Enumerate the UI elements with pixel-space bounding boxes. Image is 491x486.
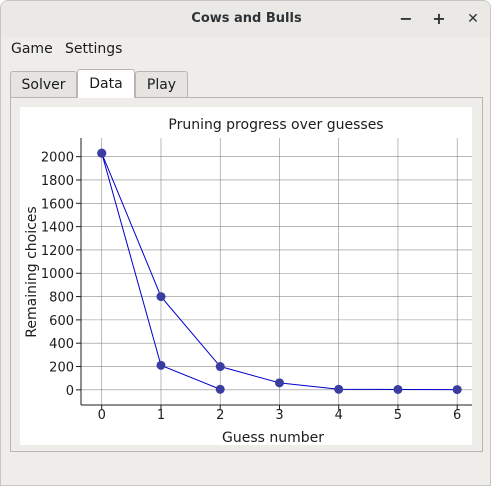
x-tick-label: 2 xyxy=(216,408,224,423)
menu-bar: Game Settings xyxy=(1,37,490,61)
x-axis-title: Guess number xyxy=(222,430,324,446)
y-tick-label: 1200 xyxy=(41,244,74,259)
tab-solver[interactable]: Solver xyxy=(10,71,77,97)
y-tick-label: 1800 xyxy=(41,174,74,189)
y-tick-label: 400 xyxy=(49,337,74,352)
data-point xyxy=(452,385,462,395)
data-point xyxy=(156,360,166,370)
y-axis-title: Remaining choices xyxy=(24,206,40,337)
y-tick-label: 1400 xyxy=(41,221,74,236)
y-tick-label: 1600 xyxy=(41,197,74,212)
data-point xyxy=(215,384,225,394)
x-tick-label: 0 xyxy=(98,408,106,423)
data-point xyxy=(215,362,225,372)
x-tick-label: 1 xyxy=(157,408,165,423)
y-tick-label: 200 xyxy=(49,361,74,376)
menu-settings[interactable]: Settings xyxy=(65,41,123,57)
chart-grid xyxy=(81,138,472,405)
title-bar[interactable]: Cows and Bulls − + ✕ xyxy=(1,1,490,37)
data-point xyxy=(156,292,166,302)
y-tick-label: 1000 xyxy=(41,267,74,282)
minimize-icon[interactable]: − xyxy=(399,9,413,28)
chart-title: Pruning progress over guesses xyxy=(168,117,383,133)
data-point xyxy=(97,148,107,158)
x-tick-label: 4 xyxy=(335,408,343,423)
tab-play[interactable]: Play xyxy=(135,71,188,97)
x-tick-label: 3 xyxy=(275,408,283,423)
y-tick-label: 2000 xyxy=(41,151,74,166)
close-icon[interactable]: ✕ xyxy=(467,11,479,27)
menu-game[interactable]: Game xyxy=(11,41,53,57)
maximize-icon[interactable]: + xyxy=(432,9,446,28)
y-tick-label: 0 xyxy=(66,384,74,399)
x-tick-label: 5 xyxy=(394,408,402,423)
data-point xyxy=(274,378,284,388)
window-title: Cows and Bulls xyxy=(191,11,302,26)
chart-points xyxy=(97,148,462,395)
x-tick-label: 6 xyxy=(453,408,461,423)
y-tick-label: 600 xyxy=(49,314,74,329)
chart-ticks: 0 1 2 3 4 5 6 0 200 400 600 800 1000 1200 1400 1600 1800… xyxy=(41,138,472,423)
data-point xyxy=(393,384,403,394)
data-point xyxy=(334,384,344,394)
tab-data[interactable]: Data xyxy=(77,69,135,98)
y-tick-label: 800 xyxy=(49,291,74,306)
